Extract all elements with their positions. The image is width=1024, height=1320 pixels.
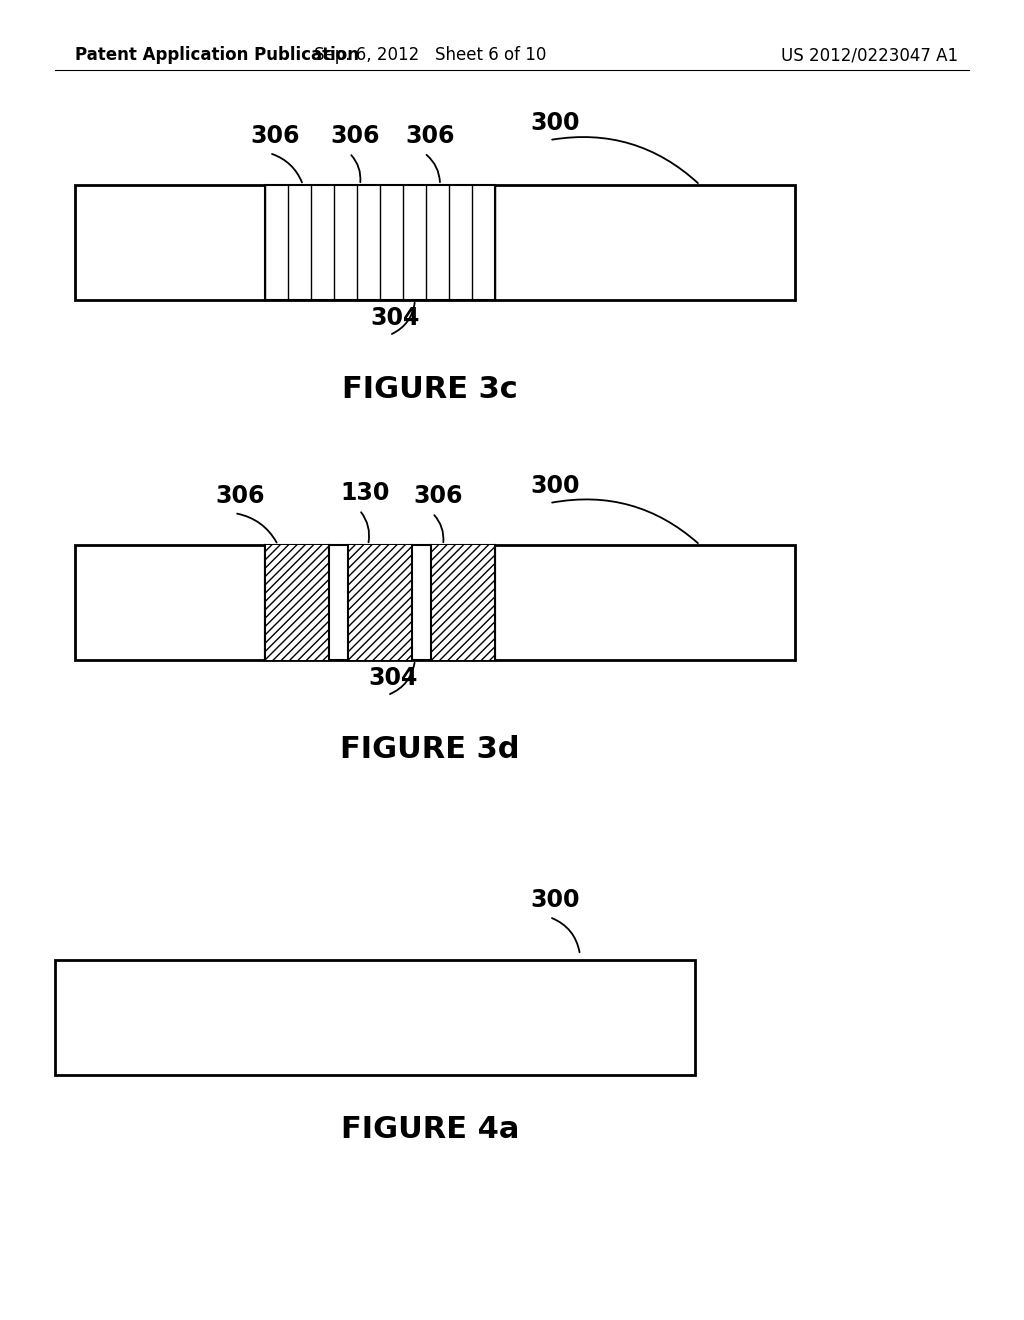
- Bar: [265, 545, 495, 660]
- Text: Sep. 6, 2012   Sheet 6 of 10: Sep. 6, 2012 Sheet 6 of 10: [313, 46, 546, 63]
- Text: 306: 306: [330, 124, 380, 148]
- Text: FIGURE 3d: FIGURE 3d: [340, 735, 520, 764]
- Text: US 2012/0223047 A1: US 2012/0223047 A1: [781, 46, 958, 63]
- Bar: [265, 545, 330, 660]
- Text: 306: 306: [406, 124, 455, 148]
- Bar: [75, 185, 795, 300]
- Text: 300: 300: [530, 888, 580, 912]
- Text: 304: 304: [368, 667, 418, 690]
- Bar: [348, 545, 413, 660]
- Bar: [75, 545, 795, 660]
- Text: FIGURE 3c: FIGURE 3c: [342, 375, 518, 404]
- Bar: [265, 185, 495, 300]
- Text: 300: 300: [530, 111, 580, 135]
- Bar: [55, 960, 695, 1074]
- Text: Patent Application Publication: Patent Application Publication: [75, 46, 359, 63]
- Text: FIGURE 4a: FIGURE 4a: [341, 1115, 519, 1144]
- Text: 306: 306: [413, 484, 463, 508]
- Text: 300: 300: [530, 474, 580, 498]
- Text: 306: 306: [250, 124, 299, 148]
- Text: 306: 306: [215, 484, 264, 508]
- Text: 304: 304: [370, 306, 420, 330]
- Bar: [431, 545, 495, 660]
- Text: 130: 130: [340, 480, 389, 506]
